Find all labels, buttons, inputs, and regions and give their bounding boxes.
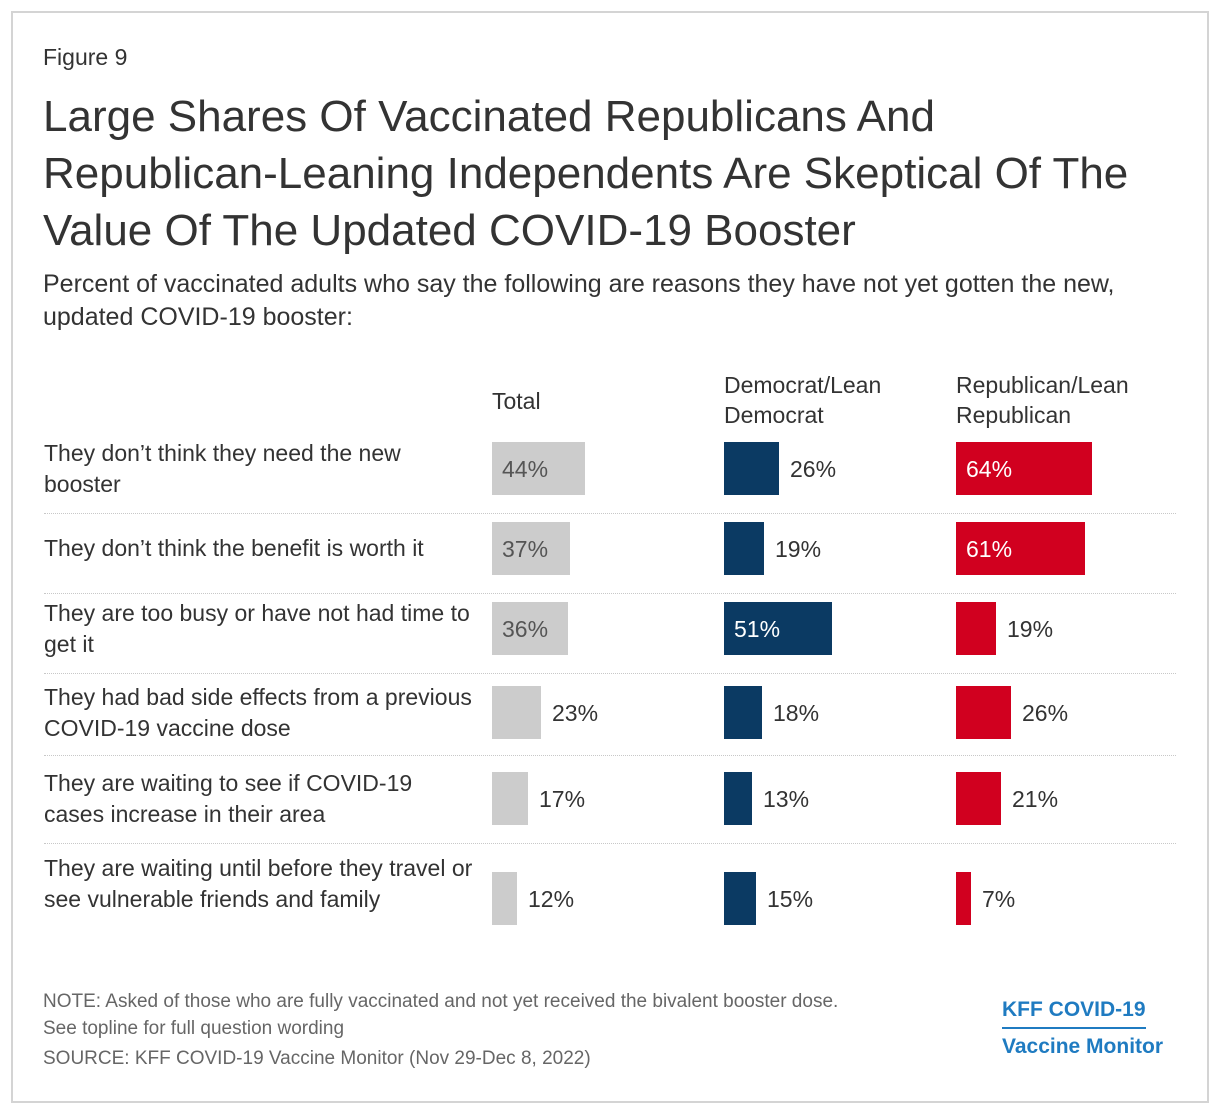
bar — [724, 442, 779, 495]
column-header: Republican/Lean Republican — [956, 372, 1129, 428]
data-label: 19% — [775, 536, 822, 562]
bar — [956, 442, 1092, 495]
bar — [724, 686, 762, 739]
data-label: 23% — [552, 700, 599, 726]
data-label: 64% — [966, 456, 1013, 482]
bar — [956, 872, 971, 925]
kff-logo-line-1: KFF COVID-19 — [1002, 995, 1146, 1029]
bar — [492, 772, 528, 825]
row-label: They are waiting until before they trave… — [44, 855, 473, 912]
chart-title: Large Shares Of Vaccinated Republicans A… — [43, 92, 1129, 255]
row-label: They had bad side effects from a previou… — [44, 684, 472, 741]
bar — [724, 522, 764, 575]
data-label: 51% — [734, 616, 781, 642]
data-label: 15% — [767, 886, 814, 912]
data-label: 7% — [982, 886, 1016, 912]
row-separator — [44, 843, 1176, 844]
row-separator — [44, 755, 1176, 756]
bar — [492, 872, 517, 925]
data-label: 37% — [502, 536, 549, 562]
column-header: Democrat/Lean Democrat — [724, 372, 882, 428]
kff-logo: KFF COVID-19 Vaccine Monitor — [1002, 995, 1177, 1062]
data-label: 13% — [763, 786, 810, 812]
bar — [724, 872, 756, 925]
bar — [956, 772, 1001, 825]
data-label: 36% — [502, 616, 549, 642]
bar — [724, 772, 752, 825]
bar — [956, 522, 1085, 575]
bar — [492, 686, 541, 739]
figure-label: Figure 9 — [43, 44, 128, 70]
figure-frame — [11, 11, 1209, 1103]
row-separator — [44, 513, 1176, 514]
row-label: They are too busy or have not had time t… — [44, 600, 470, 657]
row-label: They don’t think they need the new boost… — [44, 440, 401, 497]
source-note: SOURCE: KFF COVID-19 Vaccine Monitor (No… — [43, 1048, 591, 1069]
data-label: 12% — [528, 886, 575, 912]
row-label: They don’t think the benefit is worth it — [44, 535, 424, 561]
note-line-1: NOTE: Asked of those who are fully vacci… — [43, 991, 839, 1012]
row-separator — [44, 673, 1176, 674]
bar — [724, 602, 832, 655]
bar — [492, 522, 570, 575]
row-separator — [44, 593, 1176, 594]
data-label: 44% — [502, 456, 549, 482]
bar — [956, 602, 996, 655]
data-label: 26% — [1022, 700, 1069, 726]
data-label: 19% — [1007, 616, 1054, 642]
note-line-2: See topline for full question wording — [43, 1018, 345, 1039]
data-label: 21% — [1012, 786, 1059, 812]
data-label: 17% — [539, 786, 586, 812]
chart-subtitle: Percent of vaccinated adults who say the… — [43, 270, 1115, 331]
data-label: 61% — [966, 536, 1013, 562]
kff-logo-line-2: Vaccine Monitor — [1002, 1035, 1164, 1058]
bar — [492, 602, 568, 655]
data-label: 18% — [773, 700, 820, 726]
row-label: They are waiting to see if COVID-19 case… — [44, 770, 413, 827]
data-label: 26% — [790, 456, 837, 482]
bar — [492, 442, 585, 495]
bar — [956, 686, 1011, 739]
column-header: Total — [492, 388, 541, 414]
